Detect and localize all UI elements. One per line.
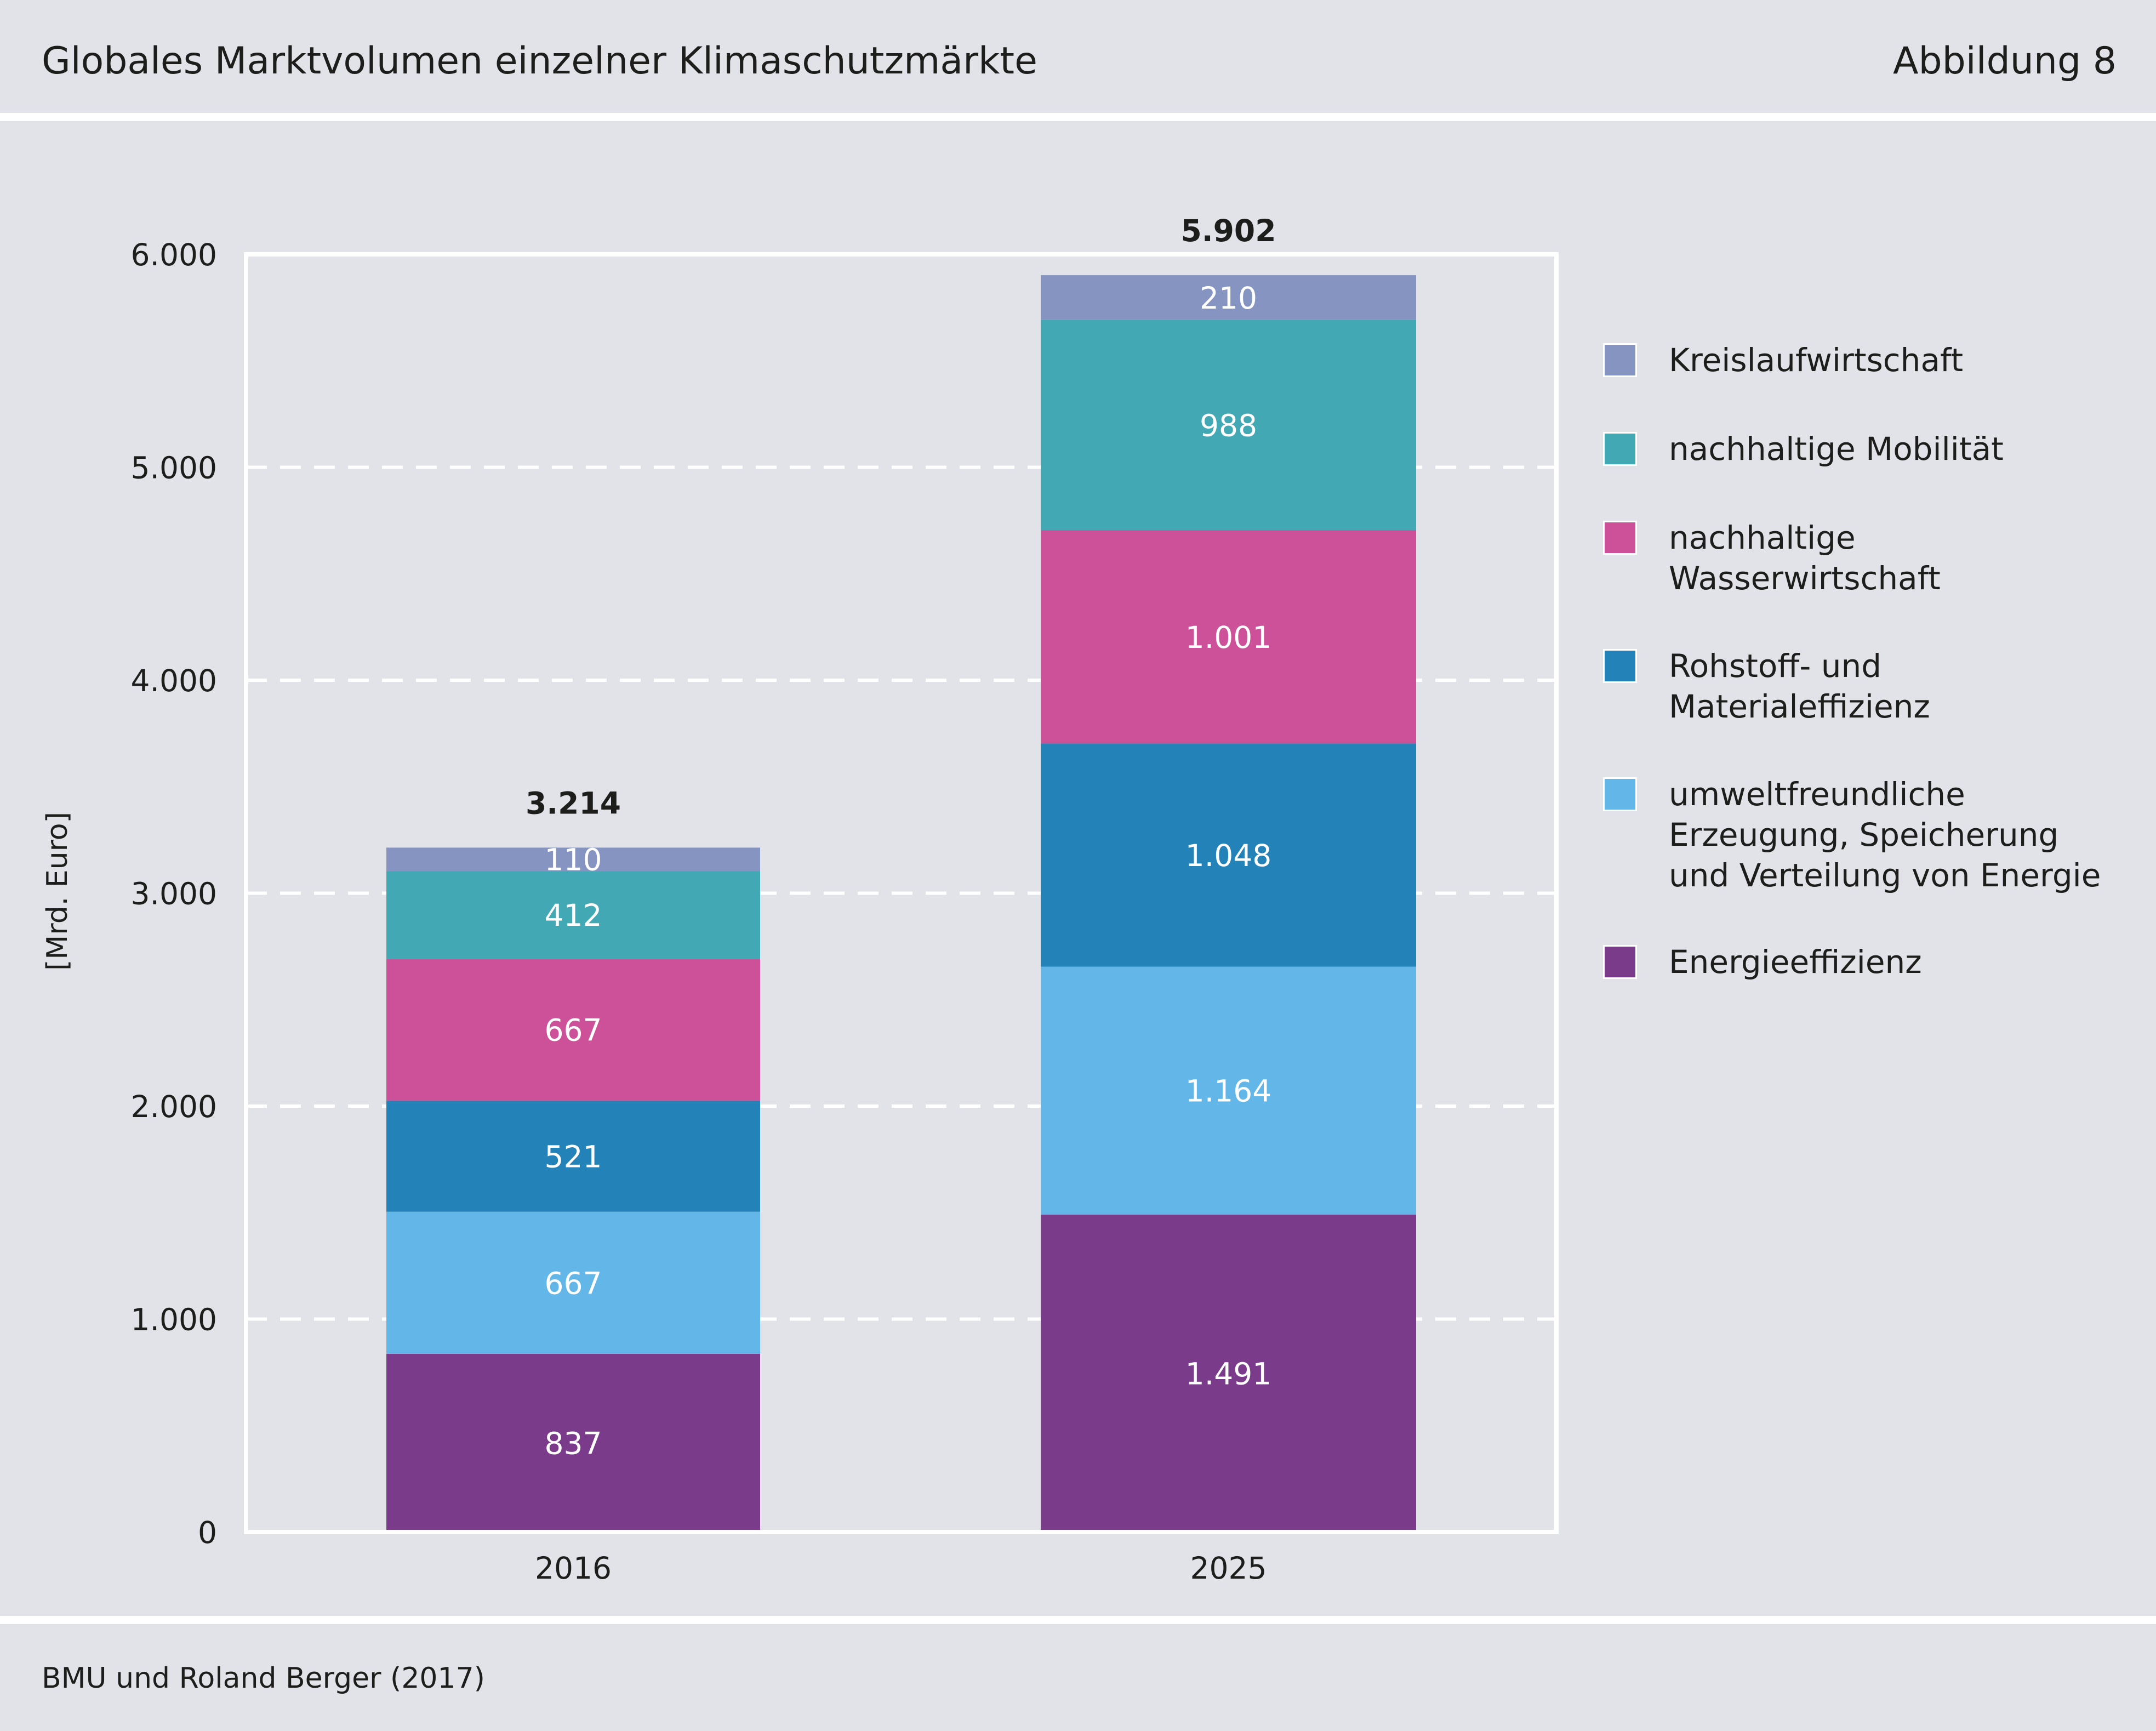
legend-item: nachhaltige Wasserwirtschaft (1603, 517, 2118, 599)
segment-label: 988 (1200, 408, 1257, 443)
bar-segment (1041, 530, 1416, 744)
x-tick-label: 2016 (535, 1551, 612, 1586)
legend-label-line: Kreislaufwirtschaft (1669, 341, 1964, 379)
legend-swatch (1603, 945, 1637, 979)
legend-label: Kreislaufwirtschaft (1669, 340, 2118, 380)
segment-label: 837 (545, 1426, 602, 1461)
y-tick-label: 3.000 (131, 876, 217, 912)
legend-label: Rohstoff- und Materialeffizienz (1669, 646, 2118, 727)
segment-label: 1.048 (1185, 838, 1271, 873)
segment-label: 1.001 (1185, 620, 1271, 655)
y-tick-label: 6.000 (131, 237, 217, 272)
y-tick-label: 1.000 (131, 1302, 217, 1337)
legend-item: Kreislaufwirtschaft (1603, 340, 2118, 380)
bar-segment (386, 847, 760, 872)
segment-label: 521 (545, 1139, 602, 1174)
legend-label-line: nachhaltige Mobilität (1669, 430, 2004, 468)
total-label: 5.902 (1181, 213, 1276, 248)
bar-segment (386, 1101, 760, 1212)
total-label: 3.214 (526, 785, 621, 821)
legend-label-line: Materialeffizienz (1669, 688, 1930, 725)
legend-label-line: nachhaltige (1669, 519, 1856, 556)
segment-label: 667 (545, 1266, 602, 1301)
legend-label-line: Energieeffizienz (1669, 943, 1922, 981)
header-divider (0, 113, 2156, 121)
segment-label: 1.164 (1185, 1074, 1271, 1109)
segment-label: 110 (545, 842, 602, 878)
legend-label-line: Erzeugung, Speicherung (1669, 816, 2059, 853)
y-tick-label: 0 (198, 1515, 217, 1550)
segment-label: 412 (545, 898, 602, 933)
legend-item: nachhaltige Mobilität (1603, 429, 2118, 469)
legend-swatch (1603, 432, 1637, 466)
legend-item: Rohstoff- und Materialeffizienz (1603, 646, 2118, 727)
bar-segment (386, 871, 760, 959)
bar-segment (386, 959, 760, 1101)
legend-label-line: Wasserwirtschaft (1669, 560, 1941, 597)
y-tick-label: 2.000 (131, 1089, 217, 1124)
legend-swatch (1603, 521, 1637, 555)
y-axis-label: [Mrd. Euro] (41, 812, 74, 971)
segment-label: 1.491 (1185, 1356, 1271, 1391)
legend-label-line: umweltfreundliche (1669, 776, 1965, 813)
legend-label: umweltfreundliche Erzeugung, Speicherung u… (1669, 774, 2118, 896)
bar-segment (1041, 320, 1416, 531)
segment-label: 667 (545, 1013, 602, 1048)
footer-divider (0, 1616, 2156, 1624)
source-note: BMU und Roland Berger (2017) (42, 1662, 485, 1695)
legend-swatch (1603, 777, 1637, 811)
figure-number: Abbildung 8 (1892, 39, 2117, 83)
legend-label: nachhaltige Wasserwirtschaft (1669, 517, 2118, 599)
bar-segment (1041, 743, 1416, 967)
y-tick-label: 4.000 (131, 663, 217, 698)
legend-swatch (1603, 649, 1637, 683)
legend-label: Energieeffizienz (1669, 942, 2118, 982)
bar-segment (1041, 966, 1416, 1215)
bar-segment (1041, 1214, 1416, 1532)
bar-segment (386, 1211, 760, 1354)
legend-swatch (1603, 343, 1637, 377)
legend-label: nachhaltige Mobilität (1669, 429, 2118, 469)
chart-title: Globales Marktvolumen einzelner Klimasch… (42, 39, 1037, 83)
x-tick-label: 2025 (1190, 1551, 1267, 1586)
legend-item: umweltfreundliche Erzeugung, Speicherung u… (1603, 774, 2118, 896)
legend-item: Energieeffizienz (1603, 942, 2118, 982)
bar-segment (1041, 275, 1416, 320)
bar-segment (386, 1353, 760, 1532)
legend-label-line: Rohstoff- und (1669, 647, 1882, 685)
segment-label: 210 (1200, 281, 1257, 316)
legend-label-line: und Verteilung von Energie (1669, 857, 2101, 894)
y-tick-label: 5.000 (131, 451, 217, 486)
plot-frame (244, 252, 1559, 1534)
